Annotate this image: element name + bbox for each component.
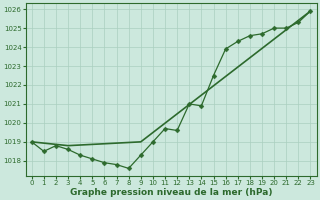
X-axis label: Graphe pression niveau de la mer (hPa): Graphe pression niveau de la mer (hPa) [70,188,272,197]
